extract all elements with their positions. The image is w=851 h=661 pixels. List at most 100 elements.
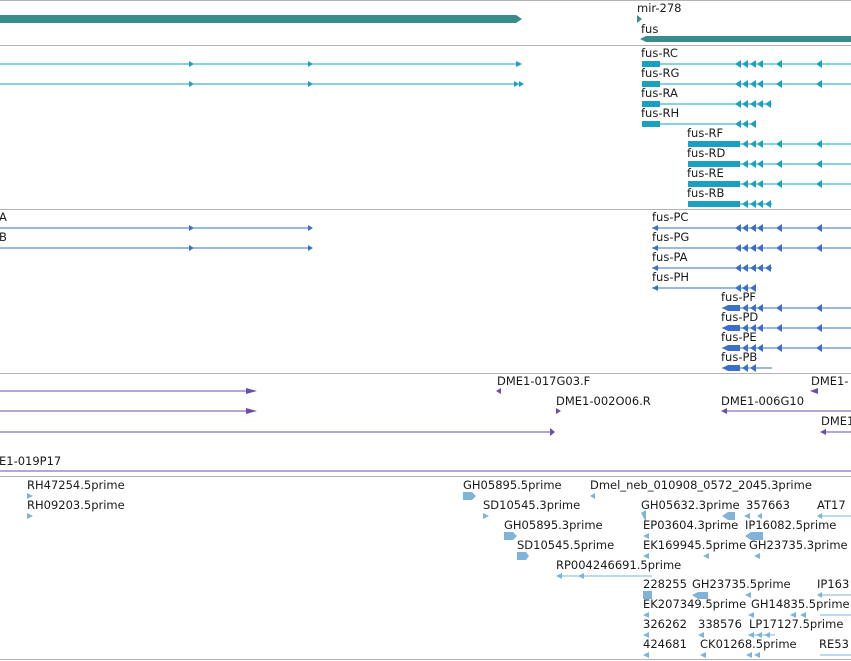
- clone-glyph-3[interactable]: [0, 428, 555, 436]
- est-glyph[interactable]: [643, 632, 649, 638]
- est-glyph[interactable]: [746, 652, 752, 658]
- clone-label[interactable]: DME1-: [811, 374, 849, 388]
- est-glyph[interactable]: [590, 493, 595, 499]
- protein-label[interactable]: fus-PF: [721, 290, 757, 304]
- protein-label[interactable]: B: [0, 230, 7, 244]
- est-label[interactable]: GH05895.5prime: [463, 478, 562, 492]
- est-glyph[interactable]: [745, 532, 763, 540]
- est-glyph[interactable]: [790, 612, 796, 618]
- clone-glyph-006G10[interactable]: [721, 408, 851, 414]
- fus-RH-glyph[interactable]: [642, 120, 756, 128]
- est-label[interactable]: CK01268.5prime: [700, 637, 797, 651]
- est-label[interactable]: GH05895.3prime: [504, 518, 603, 532]
- est-glyph[interactable]: [744, 513, 750, 519]
- fus-PC-glyph[interactable]: [652, 224, 851, 232]
- fus-PG-glyph[interactable]: [652, 244, 851, 252]
- est-label[interactable]: SD10545.3prime: [483, 498, 581, 512]
- est-glyph[interactable]: [504, 532, 517, 540]
- mir-278-glyph[interactable]: [637, 15, 642, 23]
- est-label[interactable]: RH47254.5prime: [27, 478, 125, 492]
- clone-glyph-017G03[interactable]: [496, 388, 501, 394]
- clone-label[interactable]: E1-019P17: [0, 454, 62, 468]
- est-glyph[interactable]: [463, 492, 476, 500]
- est-label[interactable]: SD10545.5prime: [517, 538, 615, 552]
- gene-label[interactable]: fus: [641, 22, 659, 36]
- est-glyph[interactable]: [517, 552, 529, 560]
- fus-RG-glyph[interactable]: [642, 80, 851, 88]
- est-glyph[interactable]: [703, 553, 709, 559]
- est-glyph[interactable]: [700, 652, 706, 658]
- clone-glyph-dme1-r[interactable]: [810, 388, 818, 394]
- est-label[interactable]: RP004246691.5prime: [556, 558, 682, 572]
- transcript-label[interactable]: fus-RH: [641, 106, 680, 120]
- clone-glyph-2[interactable]: [0, 408, 257, 414]
- protein-label[interactable]: fus-PA: [652, 250, 688, 264]
- est-glyph[interactable]: [754, 553, 760, 559]
- clone-label[interactable]: DME1-006G10: [721, 394, 805, 408]
- est-label[interactable]: IP16082.5prime: [745, 518, 837, 532]
- fus-RC-glyph[interactable]: [642, 60, 851, 68]
- est-glyph[interactable]: [641, 510, 646, 522]
- protein-label[interactable]: fus-PB: [721, 350, 758, 364]
- est-glyph[interactable]: [556, 573, 562, 579]
- est-label[interactable]: GH23735.3prime: [749, 538, 848, 552]
- est-glyph[interactable]: [698, 632, 704, 638]
- est-label[interactable]: Dmel_neb_010908_0572_2045.3prime: [590, 478, 812, 492]
- transcript-label[interactable]: fus-RB: [687, 186, 725, 200]
- est-label[interactable]: EK169945.5prime: [643, 538, 747, 552]
- fus-gene-glyph[interactable]: [640, 36, 851, 42]
- est-glyph[interactable]: [643, 533, 649, 539]
- clone-label[interactable]: DME1-002O06.R: [556, 394, 651, 408]
- est-label[interactable]: RH09203.5prime: [27, 498, 125, 512]
- est-label[interactable]: EK207349.5prime: [643, 597, 747, 611]
- est-label[interactable]: LP17127.5prime: [749, 617, 844, 631]
- est-label[interactable]: IP163: [817, 577, 850, 591]
- est-glyph[interactable]: [643, 591, 652, 599]
- est-label[interactable]: AT17: [817, 498, 846, 512]
- est-glyph[interactable]: [722, 512, 735, 520]
- fus-PD-glyph[interactable]: [722, 324, 851, 332]
- transcript-label[interactable]: fus-RD: [687, 146, 726, 160]
- est-label[interactable]: 228255: [643, 577, 687, 591]
- clone-label[interactable]: DME1: [821, 414, 851, 428]
- protein-label[interactable]: fus-PC: [652, 210, 689, 224]
- est-label[interactable]: 326262: [643, 617, 687, 631]
- est-glyph[interactable]: [643, 652, 649, 658]
- protein-label[interactable]: fus-PE: [721, 330, 757, 344]
- protein-label[interactable]: A: [0, 210, 7, 224]
- est-glyph[interactable]: [800, 612, 806, 618]
- clone-label[interactable]: DME1-017G03.F: [497, 374, 591, 388]
- transcript-label[interactable]: fus-RC: [641, 46, 678, 60]
- est-label[interactable]: RE53: [819, 637, 849, 651]
- est-glyph[interactable]: [817, 592, 822, 598]
- protein-label[interactable]: fus-PG: [652, 230, 690, 244]
- est-glyph[interactable]: [757, 513, 762, 519]
- est-glyph[interactable]: [27, 493, 33, 499]
- est-glyph[interactable]: [817, 513, 822, 519]
- clone-glyph-002O06[interactable]: [556, 408, 561, 414]
- transcript-label[interactable]: fus-RE: [687, 166, 724, 180]
- gene-glyph-left[interactable]: [0, 15, 522, 23]
- fus-PA-glyph[interactable]: [652, 264, 772, 272]
- fus-PH-glyph[interactable]: [652, 284, 756, 292]
- protein-left-A-glyph[interactable]: [0, 225, 313, 231]
- est-glyph[interactable]: [578, 573, 584, 579]
- fus-RD-glyph[interactable]: [688, 160, 851, 168]
- transcript-label[interactable]: fus-RG: [641, 66, 680, 80]
- fus-RB-glyph[interactable]: [688, 200, 772, 208]
- fus-PB-glyph[interactable]: [722, 364, 772, 372]
- protein-left-B-glyph[interactable]: [0, 245, 313, 251]
- clone-glyph-1[interactable]: [0, 388, 257, 394]
- est-glyph[interactable]: [745, 592, 751, 598]
- protein-label[interactable]: fus-PD: [721, 310, 759, 324]
- gene-label[interactable]: mir-278: [637, 1, 682, 15]
- est-glyph[interactable]: [483, 513, 489, 519]
- protein-label[interactable]: fus-PH: [652, 270, 690, 284]
- est-label[interactable]: 424681: [643, 637, 687, 651]
- est-glyph[interactable]: [748, 612, 754, 618]
- transcript-left-1[interactable]: [0, 61, 522, 67]
- est-label[interactable]: 357663: [746, 498, 790, 512]
- est-glyph[interactable]: [692, 592, 708, 599]
- transcript-left-2[interactable]: [0, 81, 524, 87]
- est-glyph[interactable]: [643, 612, 649, 618]
